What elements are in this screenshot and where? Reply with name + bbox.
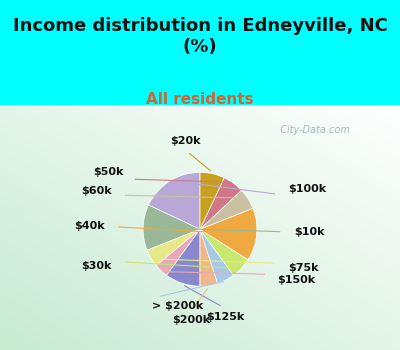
Text: $75k: $75k bbox=[288, 263, 319, 273]
Wedge shape bbox=[200, 208, 257, 260]
Wedge shape bbox=[156, 229, 200, 275]
Wedge shape bbox=[200, 229, 248, 275]
Text: $20k: $20k bbox=[170, 136, 201, 146]
Text: $50k: $50k bbox=[93, 167, 123, 177]
Text: All residents: All residents bbox=[146, 92, 254, 107]
Wedge shape bbox=[166, 229, 200, 286]
Text: $60k: $60k bbox=[81, 186, 112, 196]
Wedge shape bbox=[200, 173, 224, 229]
Wedge shape bbox=[148, 173, 200, 229]
Text: $125k: $125k bbox=[206, 313, 245, 322]
Text: $10k: $10k bbox=[294, 227, 324, 237]
Wedge shape bbox=[200, 178, 242, 229]
Text: $200k: $200k bbox=[172, 315, 210, 325]
Wedge shape bbox=[143, 205, 200, 250]
Text: $30k: $30k bbox=[82, 261, 112, 271]
Text: City-Data.com: City-Data.com bbox=[274, 125, 350, 135]
Text: $40k: $40k bbox=[74, 222, 104, 231]
Text: Income distribution in Edneyville, NC
(%): Income distribution in Edneyville, NC (%… bbox=[12, 17, 388, 56]
Text: $150k: $150k bbox=[277, 275, 315, 286]
Wedge shape bbox=[147, 229, 200, 266]
Wedge shape bbox=[200, 229, 234, 284]
Text: > $200k: > $200k bbox=[152, 301, 203, 311]
Wedge shape bbox=[200, 190, 253, 229]
Wedge shape bbox=[200, 229, 218, 286]
Text: $100k: $100k bbox=[288, 184, 326, 195]
